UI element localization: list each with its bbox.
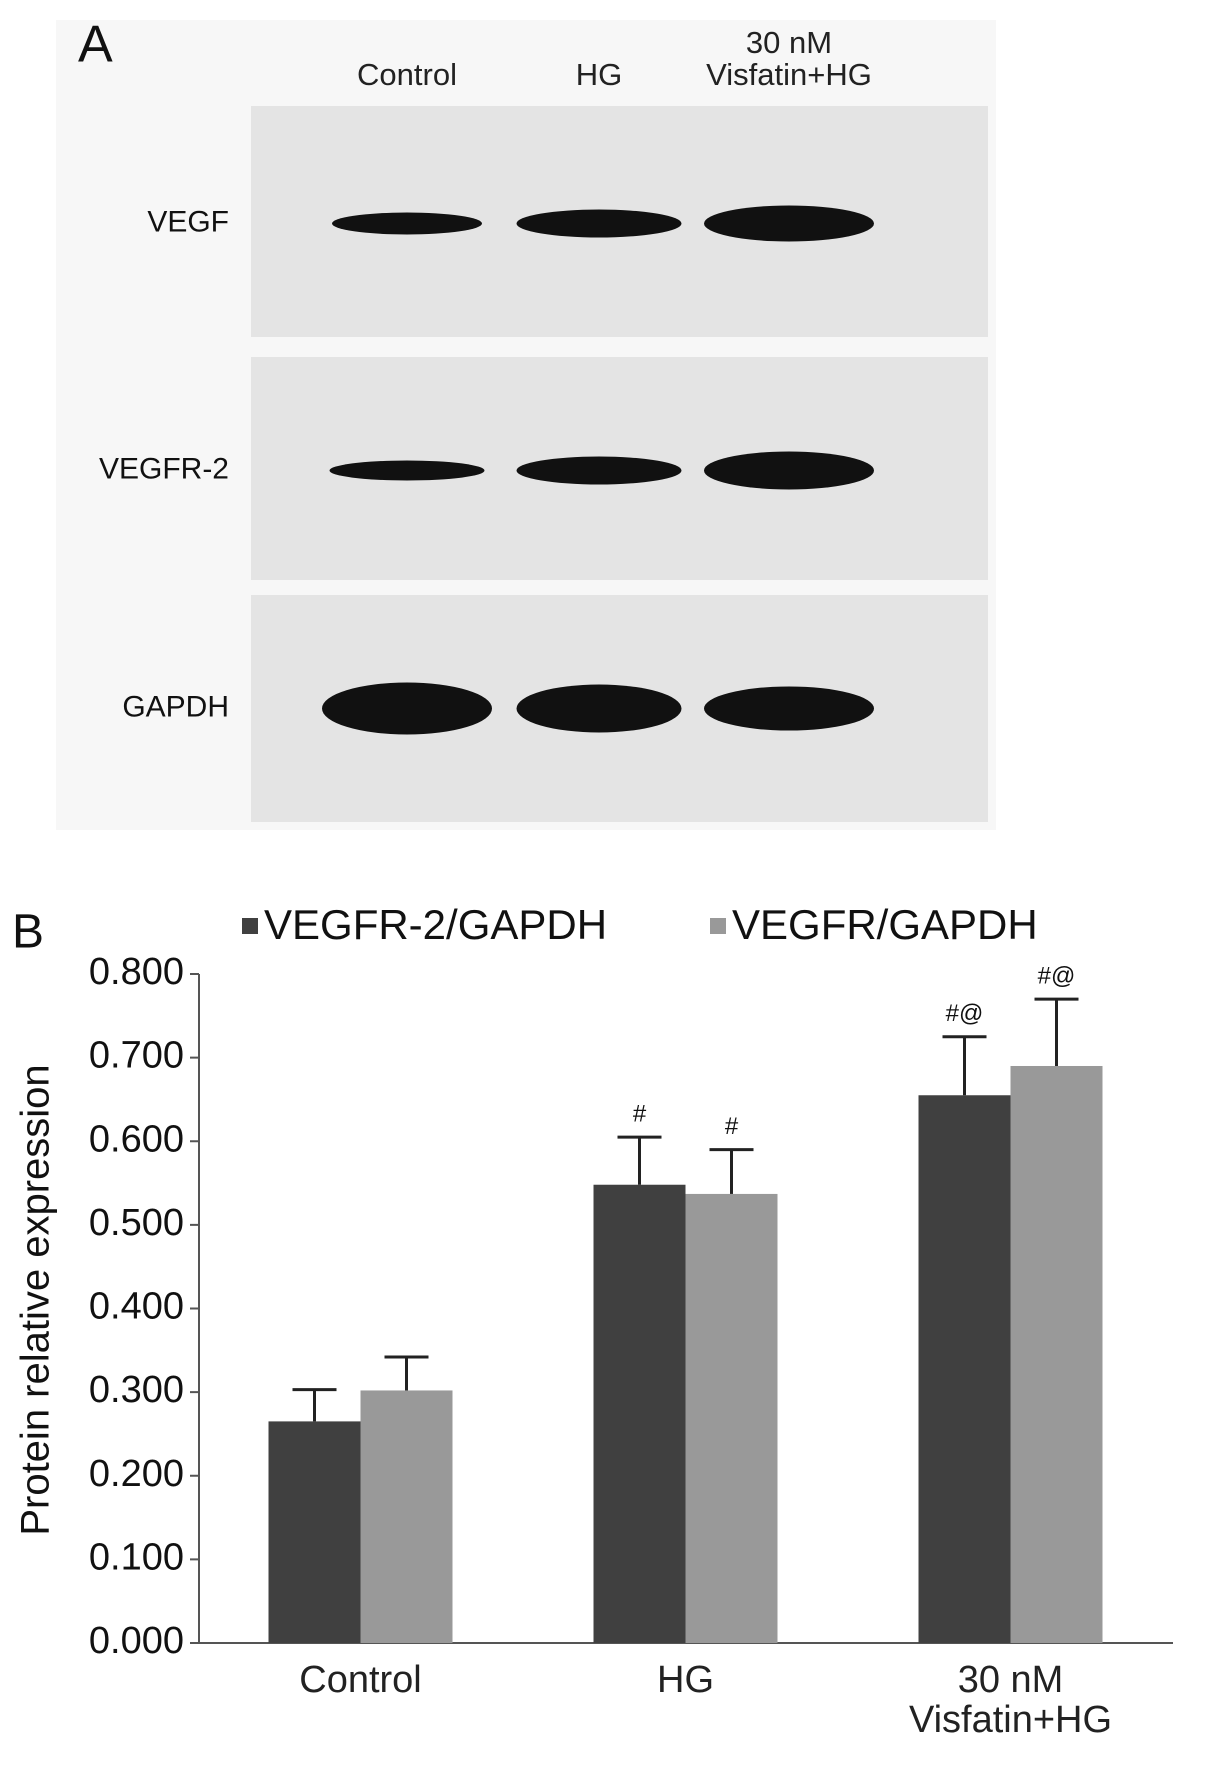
x-tick-label: HG	[657, 1659, 714, 1701]
blot-row-label: GAPDH	[122, 690, 229, 723]
panel-a-label: A	[78, 16, 113, 74]
y-tick-label: 0.200	[89, 1453, 184, 1495]
blot-band	[329, 460, 485, 481]
blot-band	[704, 205, 874, 242]
legend-swatch	[242, 918, 258, 934]
bar	[1010, 1065, 1103, 1643]
blot-row-label: VEGF	[147, 205, 229, 238]
blot-band	[332, 212, 482, 235]
significance-mark: #@	[1038, 962, 1076, 989]
significance-mark: #	[725, 1113, 739, 1140]
panel-b-label: B	[12, 906, 44, 959]
bar	[593, 1184, 686, 1643]
y-tick-label: 0.000	[89, 1620, 184, 1662]
bar	[360, 1390, 453, 1643]
lane-label: 30 nM Visfatin+HG	[706, 24, 872, 93]
significance-mark: #@	[946, 1000, 984, 1027]
blot-band	[704, 451, 874, 490]
blot-band	[322, 682, 492, 735]
blot-band	[516, 456, 682, 485]
significance-mark: #	[633, 1100, 647, 1127]
bar	[685, 1193, 778, 1643]
y-axis-title: Protein relative expression	[14, 1064, 58, 1535]
legend-swatch	[710, 918, 726, 934]
x-tick-label: 30 nM Visfatin+HG	[908, 1659, 1113, 1741]
bar	[918, 1095, 1011, 1643]
blot-row-label: VEGFR-2	[99, 452, 229, 485]
bar	[268, 1421, 361, 1643]
y-tick-label: 0.500	[89, 1202, 184, 1244]
blot-band	[704, 686, 874, 731]
y-tick-label: 0.800	[89, 951, 184, 993]
y-tick-label: 0.100	[89, 1536, 184, 1578]
blot-band	[516, 684, 682, 733]
lane-label: HG	[575, 57, 623, 93]
y-tick-label: 0.300	[89, 1369, 184, 1411]
lane-label: Control	[357, 57, 457, 93]
legend-label: VEGFR/GAPDH	[732, 901, 1038, 948]
y-tick-label: 0.600	[89, 1118, 184, 1160]
y-tick-label: 0.400	[89, 1286, 184, 1328]
x-tick-label: Control	[299, 1659, 422, 1701]
blot-band	[516, 209, 682, 238]
y-tick-label: 0.700	[89, 1035, 184, 1077]
legend-label: VEGFR-2/GAPDH	[264, 901, 607, 948]
